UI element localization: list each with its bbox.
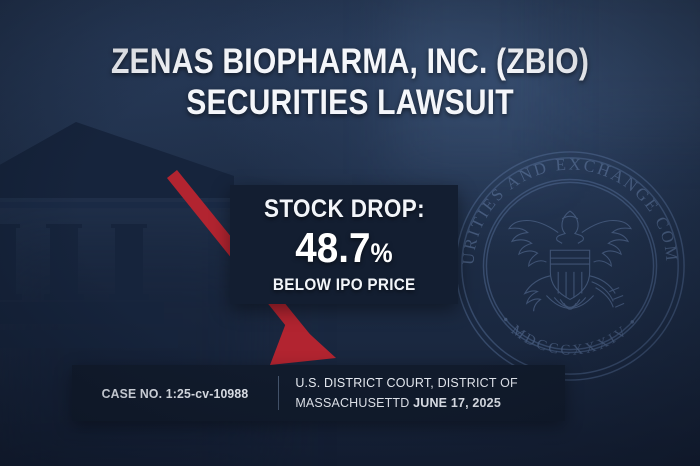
announcement-graphic: U.S. SECURITIES AND EXCHANGE COMMISSION … xyxy=(0,0,700,466)
vignette-overlay xyxy=(0,0,700,466)
